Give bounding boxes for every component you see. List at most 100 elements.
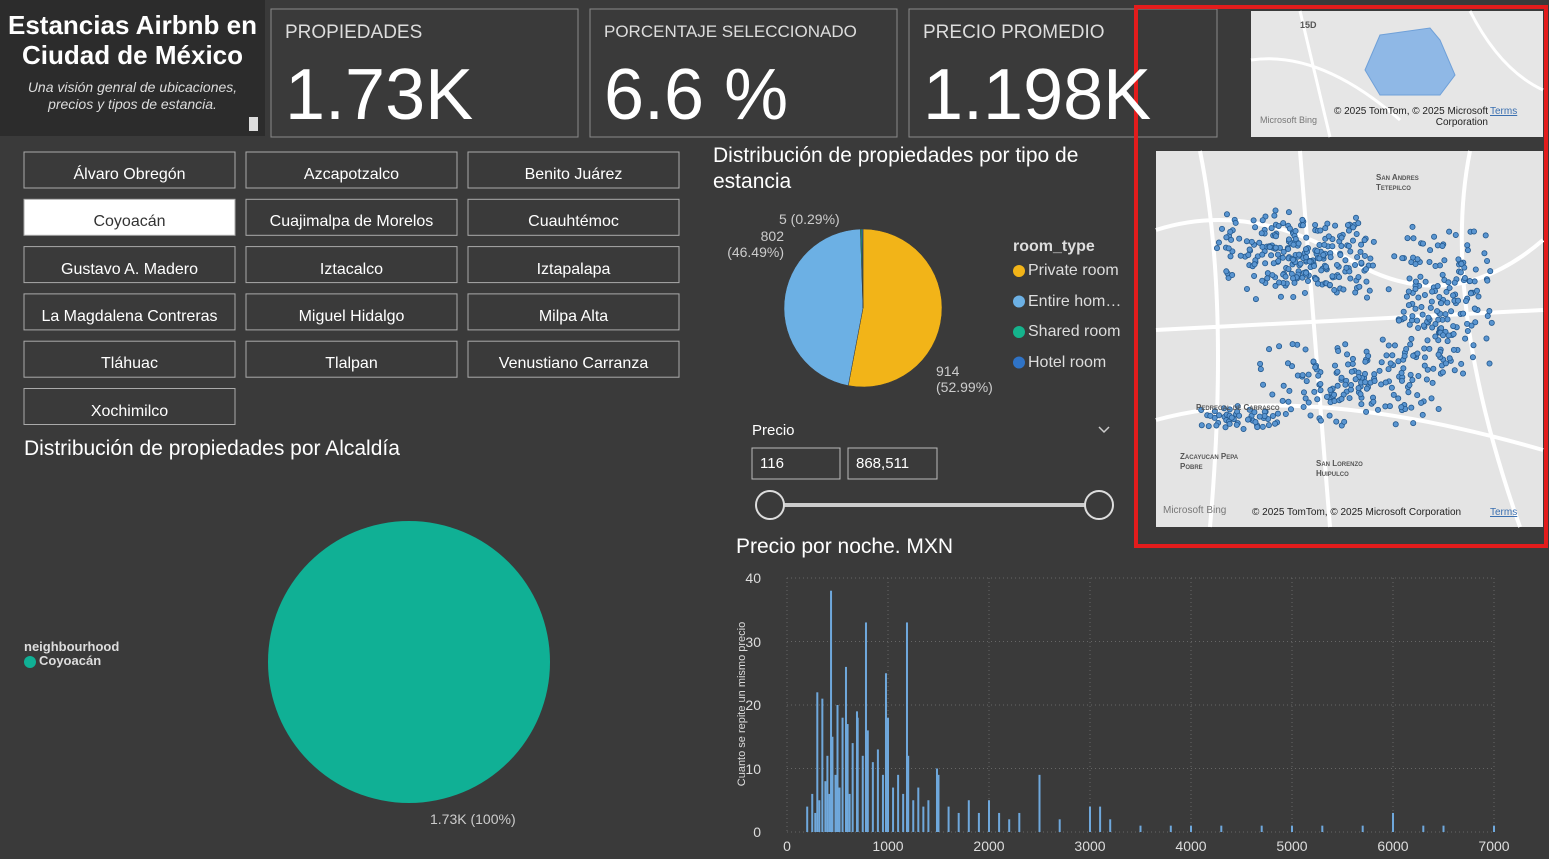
map-point: [1289, 341, 1296, 348]
slicer-label[interactable]: Gustavo A. Madero: [61, 260, 198, 278]
slicer-label[interactable]: Benito Juárez: [524, 166, 623, 183]
map-point: [1429, 324, 1436, 331]
map-place: Pedregal de Carrasco: [1196, 403, 1280, 412]
map-point: [1346, 395, 1353, 402]
slicer-button[interactable]: [245, 340, 458, 378]
bar: [905, 622, 908, 832]
slicer-label[interactable]: La Magdalena Contreras: [41, 307, 218, 325]
filter-max[interactable]: 868,511: [856, 455, 910, 472]
map-point: [1279, 397, 1286, 404]
slicer-button[interactable]: [467, 293, 680, 331]
map-point: [1484, 277, 1491, 284]
pie-slice: [861, 228, 864, 309]
map-point: [1276, 279, 1283, 286]
map-point: [1236, 412, 1243, 419]
map-point: [1256, 239, 1263, 246]
map-point: [1275, 223, 1282, 230]
slicer-button[interactable]: [245, 151, 458, 189]
map-point: [1440, 332, 1447, 339]
map-point: [1450, 292, 1457, 299]
map-point: [1229, 272, 1236, 279]
slicer-label[interactable]: Cuajimalpa de Morelos: [269, 213, 434, 231]
map-point: [1386, 403, 1393, 410]
bar: [818, 800, 821, 832]
slicer-button[interactable]: [467, 198, 680, 236]
map-point: [1306, 258, 1313, 265]
map-point: [1316, 241, 1323, 248]
chevron[interactable]: [1098, 426, 1110, 434]
map-point: [1340, 286, 1347, 293]
map-point: [1444, 299, 1451, 306]
slicer-button[interactable]: [23, 246, 236, 284]
card-label: PRECIO PROMEDIO: [923, 22, 1105, 43]
map-point: [1362, 379, 1369, 386]
slicer-label[interactable]: Tláhuac: [101, 355, 158, 373]
bar: [892, 787, 895, 832]
slicer-button[interactable]: [467, 246, 680, 284]
slicer-label[interactable]: Xochimilco: [90, 402, 169, 420]
slicer-button[interactable]: [23, 198, 236, 236]
bar: [957, 812, 960, 832]
map-point: [1358, 241, 1365, 248]
slicer-button[interactable]: [467, 151, 680, 189]
main-map[interactable]: [1156, 151, 1543, 527]
slicer-label[interactable]: Álvaro Obregón: [73, 166, 186, 183]
filter-min[interactable]: 116: [760, 455, 784, 472]
data-label: 802 (46.49%): [727, 228, 784, 260]
slicer-label[interactable]: Milpa Alta: [538, 307, 609, 325]
map-point: [1317, 417, 1324, 424]
slicer-button[interactable]: [467, 340, 680, 378]
map-point: [1222, 424, 1229, 431]
map-point: [1285, 266, 1292, 273]
slicer-button[interactable]: [245, 293, 458, 331]
map-point: [1285, 246, 1292, 253]
map-point: [1419, 311, 1426, 318]
map-terms[interactable]: Terms: [1490, 507, 1518, 518]
slicer-label[interactable]: Tlalpan: [325, 355, 378, 373]
map-point: [1335, 348, 1342, 355]
slicer-label[interactable]: Iztapalapa: [536, 260, 611, 278]
slicer-button[interactable]: [23, 388, 236, 425]
min-input[interactable]: [751, 447, 841, 480]
map-point: [1455, 297, 1462, 304]
map-point: [1286, 387, 1293, 394]
slicer-label[interactable]: Cuauhtémoc: [528, 213, 619, 231]
map-point: [1407, 371, 1414, 378]
slicer-label[interactable]: Miguel Hidalgo: [298, 307, 405, 325]
map-point: [1385, 286, 1392, 293]
slicer-button[interactable]: [23, 151, 236, 189]
map-point: [1486, 360, 1493, 367]
map-point: [1338, 395, 1345, 402]
map-point: [1322, 225, 1329, 232]
map-point: [1228, 414, 1235, 421]
slicer-label[interactable]: Venustiano Carranza: [498, 355, 649, 373]
map-point: [1331, 391, 1338, 398]
map-point: [1391, 342, 1398, 349]
slicer-label[interactable]: Azcapotzalco: [303, 166, 400, 183]
slicer-label[interactable]: Coyoacán: [93, 213, 166, 231]
map-point: [1272, 420, 1279, 427]
slicer-button[interactable]: [245, 246, 458, 284]
map-point: [1430, 365, 1437, 372]
map-point: [1407, 341, 1414, 348]
map-point: [1439, 271, 1446, 278]
map-point: [1483, 335, 1490, 342]
bar: [826, 755, 829, 832]
data-label: 5 (0.29%): [779, 211, 840, 227]
map-point: [1327, 386, 1334, 393]
map-point: [1446, 228, 1453, 235]
bar: [1220, 825, 1223, 832]
max-input[interactable]: [847, 447, 938, 480]
slicer-button[interactable]: [23, 340, 236, 378]
map-point: [1246, 246, 1253, 253]
slider-handle[interactable]: [755, 490, 785, 520]
map-point: [1464, 242, 1471, 249]
map-terms[interactable]: Terms: [1490, 106, 1518, 117]
map-point: [1357, 248, 1364, 255]
map-point: [1244, 416, 1251, 423]
slicer-button[interactable]: [245, 198, 458, 236]
slicer-label[interactable]: Iztacalco: [319, 260, 384, 278]
slicer-button[interactable]: [23, 293, 236, 331]
slider-handle[interactable]: [1084, 490, 1114, 520]
